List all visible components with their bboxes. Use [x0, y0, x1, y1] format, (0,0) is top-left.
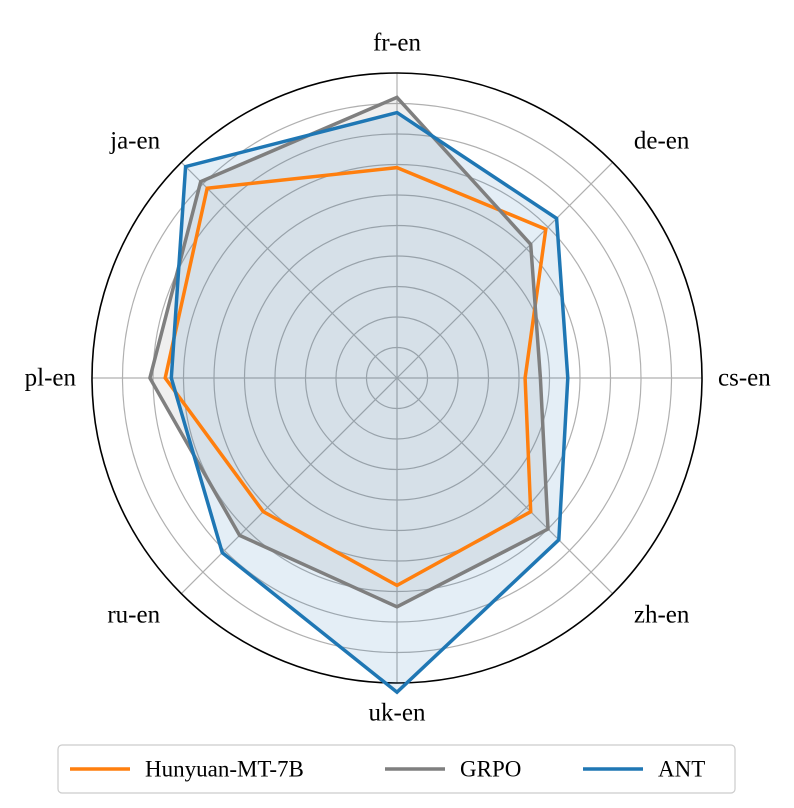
category-label-zh-en: zh-en — [634, 601, 690, 628]
category-label-de-en: de-en — [634, 128, 690, 155]
legend-label: Hunyuan-MT-7B — [145, 757, 304, 782]
radar-grid — [91, 72, 703, 684]
radar-series — [148, 95, 570, 695]
legend-label: ANT — [658, 757, 705, 782]
category-label-ru-en: ru-en — [107, 601, 160, 628]
series-line-hunyuan-mt-7b — [163, 165, 548, 588]
category-label-fr-en: fr-en — [373, 30, 422, 57]
grid-spoke — [396, 377, 614, 595]
radar-category-labels: fr-en de-en cs-en zh-en uk-en ru-en pl-en ja-en — [25, 30, 772, 727]
legend: Hunyuan-MT-7B GRPO ANT — [57, 744, 736, 794]
category-label-cs-en: cs-en — [718, 365, 771, 392]
category-label-uk-en: uk-en — [369, 700, 426, 727]
series-area-ant — [171, 112, 568, 693]
category-label-ja-en: ja-en — [109, 128, 160, 155]
series-line-grpo — [148, 95, 550, 609]
category-label-pl-en: pl-en — [25, 365, 77, 392]
series-area-grpo — [149, 97, 548, 607]
grid-spoke — [180, 377, 398, 595]
grid-spoke — [396, 161, 614, 379]
grid-spoke — [180, 161, 398, 379]
series-line-ant — [169, 110, 570, 695]
outer-ring — [91, 72, 703, 684]
legend-label: GRPO — [460, 757, 521, 782]
